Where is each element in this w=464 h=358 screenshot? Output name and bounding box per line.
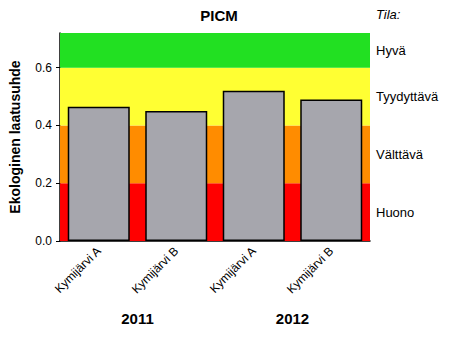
svg-text:Ekologinen laatusuhde: Ekologinen laatusuhde (7, 60, 23, 213)
svg-text:Hyvä: Hyvä (376, 43, 406, 58)
svg-text:Kymijärvi A: Kymijärvi A (207, 244, 259, 296)
svg-text:Tyydyttävä: Tyydyttävä (376, 89, 439, 104)
svg-text:Kymijärvi B: Kymijärvi B (129, 244, 181, 296)
svg-text:0.6: 0.6 (35, 61, 52, 75)
svg-text:PICM: PICM (200, 7, 238, 24)
svg-text:2011: 2011 (121, 310, 154, 327)
svg-text:Kymijärvi B: Kymijärvi B (284, 244, 336, 296)
svg-text:0.2: 0.2 (35, 176, 52, 190)
svg-text:Huono: Huono (376, 205, 414, 220)
svg-text:0.4: 0.4 (35, 118, 52, 132)
svg-text:Tila:: Tila: (376, 7, 401, 22)
svg-text:2012: 2012 (276, 310, 309, 327)
svg-text:Kymijärvi A: Kymijärvi A (52, 244, 104, 296)
svg-text:Välttävä: Välttävä (376, 147, 424, 162)
svg-text:0.0: 0.0 (35, 234, 52, 248)
